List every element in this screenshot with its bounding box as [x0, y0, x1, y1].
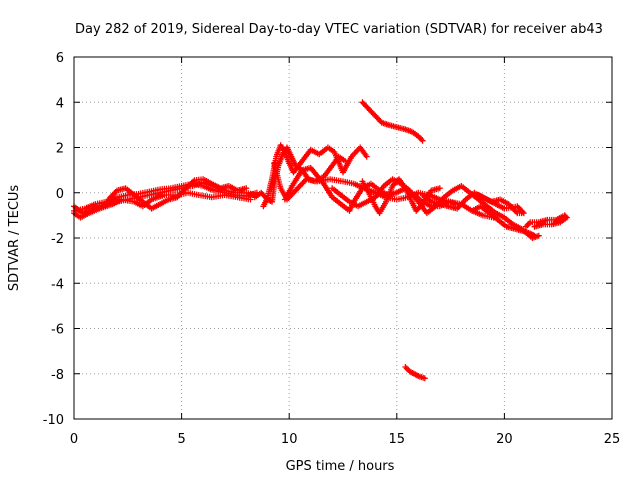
y-tick-label: -2 [51, 232, 64, 247]
series-sat-k [419, 189, 527, 217]
y-tick-label: 0 [56, 187, 64, 202]
y-tick-label: -6 [51, 323, 64, 338]
y-axis-label: SDTVAR / TECUs [7, 185, 22, 292]
data-series [71, 99, 570, 382]
y-tick-label: -4 [51, 277, 64, 292]
series-markers [260, 142, 370, 210]
series-sat-o [402, 364, 428, 382]
series-markers [419, 189, 527, 217]
y-tick-label: 6 [56, 51, 64, 66]
y-tick-label: -8 [51, 368, 64, 383]
series-markers [469, 203, 538, 239]
series-sat-n [359, 99, 426, 144]
y-tick-label: -10 [43, 413, 64, 428]
x-tick-label: 10 [281, 432, 298, 447]
x-tick-label: 0 [70, 432, 78, 447]
x-axis-label: GPS time / hours [286, 459, 395, 474]
series-markers [402, 364, 428, 382]
series-sat-f [260, 142, 370, 210]
x-tick-label: 5 [177, 432, 185, 447]
grid [74, 57, 612, 419]
series-sat-j [359, 176, 443, 217]
y-tick-label: 4 [56, 96, 64, 111]
series-sat-d [105, 176, 250, 212]
series-sat-m [522, 212, 570, 230]
series-sat-l [469, 203, 538, 239]
x-tick-label: 20 [496, 432, 513, 447]
x-tick-label: 25 [604, 432, 621, 447]
series-markers [359, 99, 426, 144]
plot-frame [73, 56, 613, 420]
series-markers [359, 176, 443, 217]
series-markers [522, 212, 570, 230]
chart-title: Day 282 of 2019, Sidereal Day-to-day VTE… [75, 22, 603, 37]
series-markers [105, 176, 250, 212]
axis-ticks: 0 5 10 15 20 25 -10 -8 -6 -4 -2 0 2 4 6 [43, 51, 621, 447]
y-tick-label: 2 [56, 142, 64, 157]
x-tick-label: 15 [389, 432, 406, 447]
